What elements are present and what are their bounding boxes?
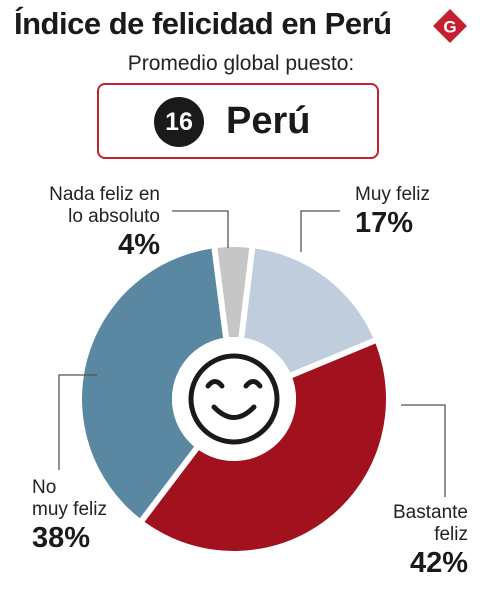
rank-box: 16 Perú bbox=[97, 83, 379, 159]
chart-subtitle: Promedio global puesto: bbox=[127, 52, 355, 75]
label-no-muy-feliz: No muy feliz 38% bbox=[32, 477, 107, 555]
logo-letter: G bbox=[443, 18, 456, 37]
rank-badge: 16 bbox=[154, 97, 204, 147]
slice-bastante-feliz bbox=[144, 343, 386, 552]
rank-country: Perú bbox=[226, 100, 311, 142]
smiley-face-icon bbox=[188, 353, 280, 445]
slice-label-nada-feliz: Nada feliz en lo absoluto bbox=[49, 184, 160, 227]
slice-label-bastante-feliz: Bastante feliz bbox=[393, 502, 468, 545]
leader-nada-feliz bbox=[172, 210, 229, 248]
label-nada-feliz: Nada feliz en lo absoluto 4% bbox=[20, 184, 160, 262]
page-title: Índice de felicidad en Perú bbox=[14, 6, 392, 41]
label-bastante-feliz: Bastante feliz 42% bbox=[370, 502, 468, 580]
slice-nada-feliz bbox=[217, 246, 250, 338]
slice-muy-feliz bbox=[244, 248, 374, 373]
slice-value-muy-feliz: 17% bbox=[355, 207, 414, 239]
slice-value-bastante-feliz: 42% bbox=[409, 547, 468, 579]
leader-muy-feliz bbox=[300, 210, 340, 252]
slice-label-no-muy-feliz: No muy feliz bbox=[32, 477, 107, 520]
slice-no-muy-feliz bbox=[82, 248, 224, 519]
slice-value-no-muy-feliz: 38% bbox=[32, 522, 91, 554]
slice-label-muy-feliz: Muy feliz bbox=[355, 184, 430, 205]
leader-no-muy-feliz bbox=[58, 374, 97, 470]
gestion-logo-icon: G bbox=[433, 9, 467, 43]
slice-value-nada-feliz: 4% bbox=[118, 229, 160, 261]
label-muy-feliz: Muy feliz 17% bbox=[355, 184, 430, 240]
leader-bastante-feliz bbox=[401, 404, 446, 497]
